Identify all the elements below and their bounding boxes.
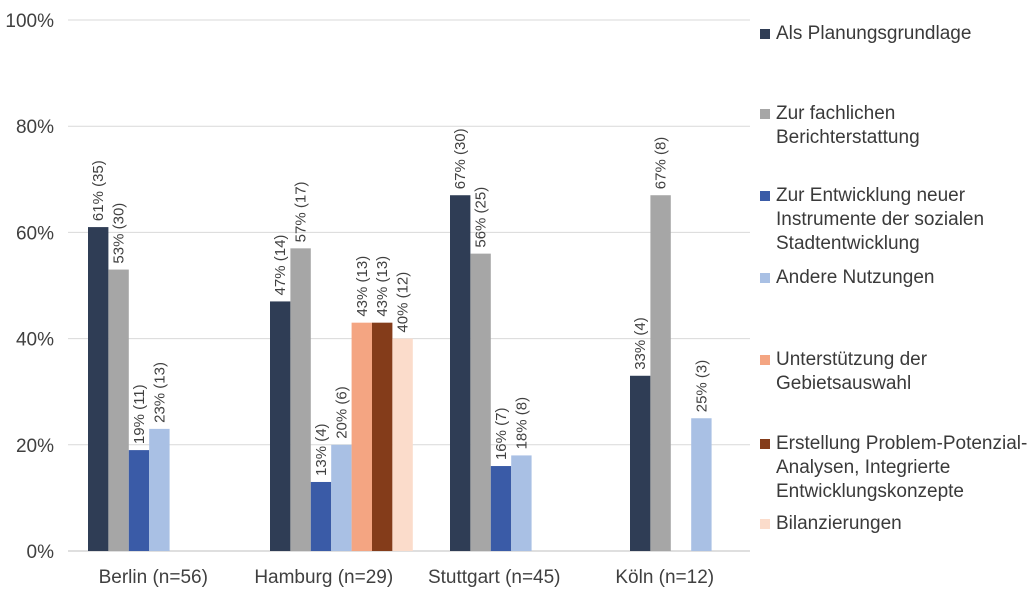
bar — [372, 322, 393, 551]
legend-item: Unterstützung der Gebietsauswahl — [760, 348, 1030, 396]
bar — [630, 375, 651, 551]
data-label: 43% (13) — [354, 256, 371, 317]
legend-item: Bilanzierungen — [760, 512, 1030, 536]
bar — [650, 195, 671, 552]
data-label: 67% (8) — [653, 137, 670, 190]
data-label: 47% (14) — [272, 235, 289, 296]
x-tick-label: Hamburg (n=29) — [254, 567, 393, 588]
legend-item: Als Planungsgrundlage — [760, 22, 1030, 46]
bar — [270, 301, 291, 551]
legend-item: Erstellung Problem-Potenzial- Analysen, … — [760, 432, 1030, 504]
legend-label: Erstellung Problem-Potenzial- Analysen, … — [776, 433, 1028, 502]
legend-swatch — [760, 519, 770, 529]
legend-label: Bilanzierungen — [776, 513, 902, 534]
legend-label: Zur fachlichen Berichterstattung — [776, 103, 920, 148]
x-tick-label: Stuttgart (n=45) — [428, 567, 561, 588]
bar — [511, 455, 532, 551]
bar — [88, 227, 109, 551]
legend-label: Zur Entwicklung neuer Instrumente der so… — [776, 185, 985, 254]
bar — [331, 444, 352, 551]
y-tick-label: 80% — [16, 117, 54, 138]
x-tick-label: Köln (n=12) — [615, 567, 714, 588]
data-label: 23% (13) — [151, 362, 168, 423]
data-label: 18% (8) — [513, 397, 530, 450]
data-label: 67% (30) — [452, 128, 469, 189]
legend-swatch — [760, 439, 770, 449]
x-tick-label: Berlin (n=56) — [99, 567, 208, 588]
legend-label: Unterstützung der Gebietsauswahl — [776, 349, 928, 394]
bar — [351, 322, 372, 551]
data-label: 16% (7) — [493, 408, 510, 461]
data-label: 40% (12) — [395, 272, 412, 333]
legend-swatch — [760, 29, 770, 39]
data-label: 33% (4) — [632, 317, 649, 370]
data-label: 13% (4) — [313, 423, 330, 476]
bar — [149, 428, 170, 551]
legend-item: Zur fachlichen Berichterstattung — [760, 102, 1030, 150]
data-label: 53% (30) — [111, 203, 128, 264]
chart-legend: Als Planungsgrundlage Zur fachlichen Beri… — [760, 0, 1030, 594]
legend-swatch — [760, 191, 770, 201]
bar — [128, 450, 150, 551]
data-label: 19% (11) — [131, 384, 148, 444]
data-label: 25% (3) — [693, 360, 710, 413]
bar — [392, 338, 413, 551]
y-tick-label: 100% — [5, 11, 54, 32]
y-tick-label: 60% — [16, 223, 54, 244]
data-label: 20% (6) — [333, 386, 350, 439]
bar — [310, 481, 332, 551]
bar — [490, 466, 512, 551]
data-label: 61% (35) — [90, 160, 107, 221]
legend-item: Andere Nutzungen — [760, 266, 1030, 290]
legend-swatch — [760, 355, 770, 365]
legend-item: Zur Entwicklung neuer Instrumente der so… — [760, 184, 1030, 256]
bar — [691, 418, 712, 551]
y-tick-label: 20% — [16, 436, 54, 457]
data-label: 57% (17) — [293, 181, 310, 242]
data-label: 56% (25) — [473, 187, 490, 248]
data-label: 43% (13) — [374, 256, 391, 317]
y-tick-label: 40% — [16, 330, 54, 351]
legend-label: Als Planungsgrundlage — [776, 23, 972, 44]
y-tick-label: 0% — [27, 542, 55, 563]
legend-swatch — [760, 109, 770, 119]
bar — [450, 195, 471, 552]
bar — [290, 248, 311, 551]
legend-label: Andere Nutzungen — [776, 267, 935, 288]
bar — [108, 269, 129, 551]
legend-swatch — [760, 273, 770, 283]
bar — [470, 253, 491, 551]
